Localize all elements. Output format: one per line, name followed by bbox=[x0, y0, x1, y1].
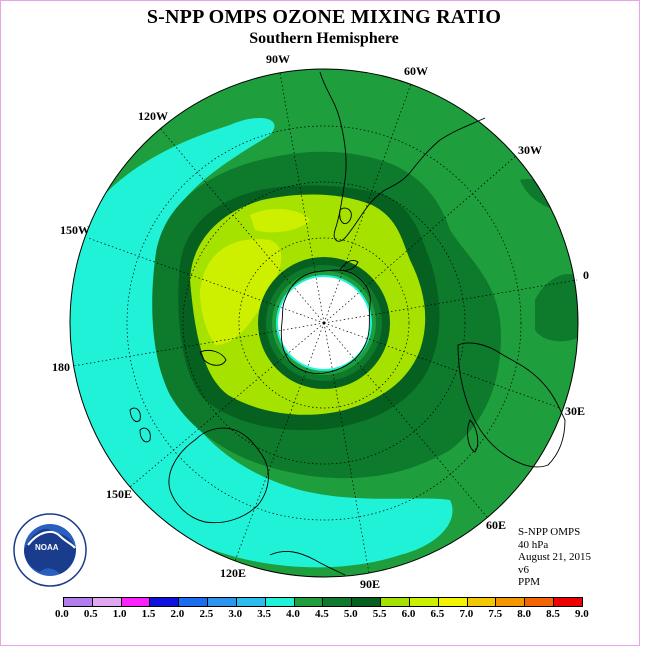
coastline-antarctica bbox=[280, 269, 371, 374]
lat-circle bbox=[182, 181, 466, 465]
lon-label-30e: 30E bbox=[565, 404, 586, 418]
colorbar-swatch bbox=[381, 598, 410, 606]
latitude-lines bbox=[126, 125, 522, 521]
lon-label-150w: 150W bbox=[60, 223, 90, 237]
colorbar-tick-label: 8.0 bbox=[517, 608, 531, 620]
coastline-falklands bbox=[339, 207, 352, 224]
meridian bbox=[87, 237, 325, 324]
colorbar-swatch bbox=[496, 598, 526, 606]
colorbar-tick-label: 6.5 bbox=[430, 608, 445, 620]
lon-label-120e: 120E bbox=[220, 566, 247, 580]
colorbar-tick-label: 9.0 bbox=[575, 608, 589, 620]
lon-label-150e: 150E bbox=[106, 487, 133, 501]
logo-bird bbox=[24, 528, 76, 574]
colorbar-tick-label: 1.0 bbox=[112, 608, 127, 620]
lon-label-120w: 120W bbox=[138, 109, 168, 123]
colorbar-swatch bbox=[323, 598, 353, 606]
page-subtitle: Southern Hemisphere bbox=[249, 30, 399, 47]
meridian-lines bbox=[72, 72, 578, 574]
colorbar-tick-label: 0.0 bbox=[55, 608, 69, 620]
colorbar-tick-label: 0.5 bbox=[83, 608, 98, 620]
lat-circle bbox=[126, 125, 522, 521]
colorbar-swatch bbox=[92, 598, 122, 606]
meridian bbox=[323, 322, 561, 409]
logo-wing bbox=[27, 530, 76, 549]
colorbar-tick-label: 7.5 bbox=[488, 608, 503, 620]
meridian bbox=[159, 127, 325, 324]
info-version: v6 bbox=[518, 563, 529, 576]
coastline-tasmania bbox=[139, 427, 151, 443]
info-level: 40 hPa bbox=[518, 538, 549, 551]
info-date: August 21, 2015 bbox=[518, 551, 592, 564]
colorbar-tick-label: 5.5 bbox=[372, 608, 387, 620]
coastlines bbox=[129, 71, 566, 576]
colorbar-tick-label: 2.0 bbox=[170, 608, 185, 620]
coastline-madagascar bbox=[467, 419, 479, 453]
coastline-australia bbox=[168, 427, 269, 524]
colorbar-swatch bbox=[208, 598, 237, 606]
page-title: S-NPP OMPS OZONE MIXING RATIO bbox=[146, 6, 502, 28]
colorbar-tick-label: 6.0 bbox=[401, 608, 416, 620]
noaa-logo-text: NOAA bbox=[35, 543, 59, 552]
product-info: S-NPP OMPS 40 hPa August 21, 2015 v6 PPM bbox=[518, 526, 591, 589]
coastline-new-zealand bbox=[199, 349, 227, 366]
coastline-indonesia bbox=[269, 550, 346, 576]
colorbar-tick-label: 7.0 bbox=[459, 608, 474, 620]
meridian bbox=[323, 279, 578, 324]
lon-label-90e: 90E bbox=[360, 577, 381, 591]
ozone-field bbox=[70, 69, 578, 577]
colorbar-swatch bbox=[467, 598, 497, 606]
lon-label-90w: 90W bbox=[266, 52, 290, 66]
band-6-0-north bbox=[250, 208, 310, 233]
colorbar-tick-label: 2.5 bbox=[199, 608, 214, 620]
meridian bbox=[323, 154, 518, 324]
coastline-south-america bbox=[319, 71, 486, 242]
colorbar-tick-label: 5.0 bbox=[343, 608, 358, 620]
colorbar-tick-label: 3.5 bbox=[257, 608, 271, 620]
colorbar-swatch bbox=[265, 598, 295, 606]
colorbar-swatch bbox=[236, 598, 266, 606]
colorbar-swatch bbox=[525, 598, 555, 606]
lon-label-60e: 60E bbox=[486, 518, 507, 532]
colorbar-swatch bbox=[352, 598, 382, 606]
colorbar-swatch bbox=[438, 598, 468, 606]
colorbar-tick-label: 8.5 bbox=[546, 608, 560, 620]
info-instrument: S-NPP OMPS bbox=[518, 526, 581, 538]
colorbar-swatch bbox=[294, 598, 324, 606]
colorbar-swatch bbox=[554, 598, 582, 606]
colorbar-tick-label: 4.0 bbox=[286, 608, 300, 620]
colorbar-swatch bbox=[409, 598, 439, 606]
colorbar-swatch bbox=[150, 598, 180, 606]
colorbar-swatch bbox=[64, 598, 93, 606]
lat-circle bbox=[238, 237, 410, 409]
meridian bbox=[72, 322, 325, 367]
coastline-africa bbox=[457, 342, 566, 468]
map-boundary bbox=[69, 68, 579, 578]
noaa-logo bbox=[13, 513, 87, 587]
colorbar-tick-label: 1.5 bbox=[141, 608, 156, 620]
colorbar-swatch bbox=[179, 598, 209, 606]
lon-label-30w: 30W bbox=[518, 143, 542, 157]
coastline-antarctic-peninsula bbox=[339, 259, 359, 271]
lon-label-180: 180 bbox=[52, 360, 70, 374]
colorbar-tick-label: 3.0 bbox=[228, 608, 243, 620]
colorbar-swatch bbox=[121, 598, 151, 606]
lon-label-60w: 60W bbox=[404, 64, 428, 78]
colorbar bbox=[63, 597, 583, 607]
coastline-island bbox=[129, 407, 141, 422]
south-pole-marker bbox=[322, 321, 326, 325]
info-units: PPM bbox=[518, 576, 541, 589]
lon-label-0: 0 bbox=[583, 268, 589, 282]
colorbar-tick-label: 4.5 bbox=[315, 608, 329, 620]
